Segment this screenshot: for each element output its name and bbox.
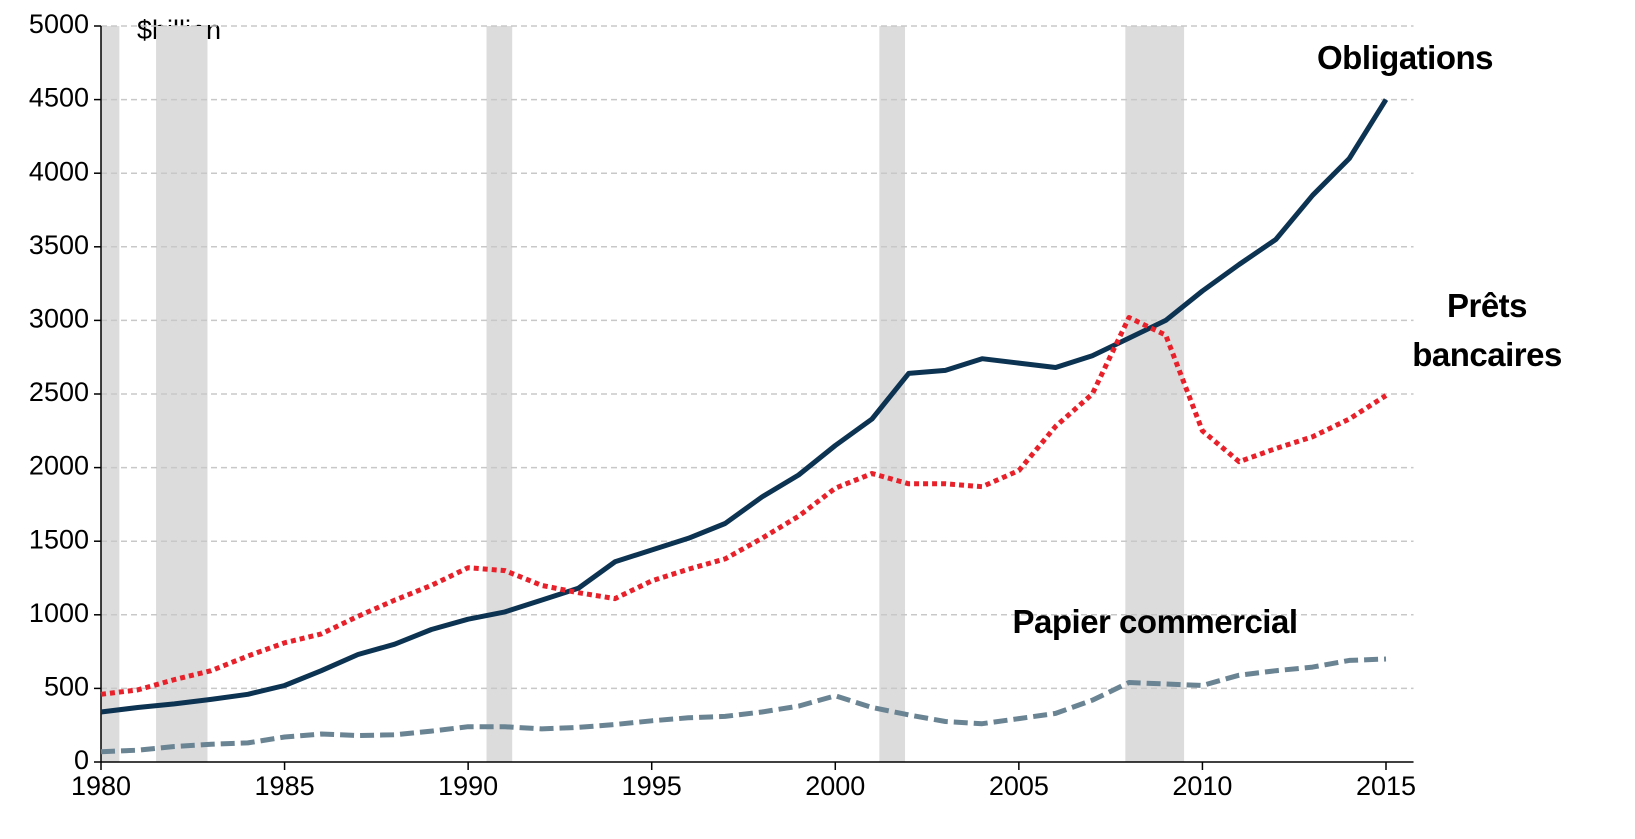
series-line <box>100 315 1388 697</box>
recession-band <box>101 26 120 762</box>
y-tick-label: 5000 <box>29 9 89 39</box>
recession-band <box>486 26 513 762</box>
series-label: Prêts bancaires <box>1412 287 1562 373</box>
y-tick-label: 2500 <box>29 377 89 407</box>
x-tick-label: 1985 <box>255 771 315 801</box>
y-tick-label: 2000 <box>29 451 89 481</box>
y-tick-label: 4500 <box>29 83 89 113</box>
x-tick-label: 2005 <box>989 771 1049 801</box>
x-tick-label: 1980 <box>71 771 131 801</box>
x-tick-label: 1990 <box>438 771 498 801</box>
y-tick-label: 1000 <box>29 598 89 628</box>
y-tick-label: 500 <box>44 672 89 702</box>
series-label: Obligations <box>1317 39 1494 76</box>
x-tick-label: 2010 <box>1172 771 1232 801</box>
y-tick-label: 0 <box>74 745 89 775</box>
x-tick-label: 2015 <box>1356 771 1416 801</box>
series-label: Papier commercial <box>1012 603 1299 640</box>
y-tick-label: 3000 <box>29 304 89 334</box>
y-tick-label: 3500 <box>29 230 89 260</box>
y-tick-label: 1500 <box>29 524 89 554</box>
series-line <box>100 656 1387 755</box>
x-tick-label: 1995 <box>622 771 682 801</box>
series-line <box>100 98 1389 715</box>
x-tick-label: 2000 <box>805 771 865 801</box>
y-tick-label: 4000 <box>29 156 89 186</box>
